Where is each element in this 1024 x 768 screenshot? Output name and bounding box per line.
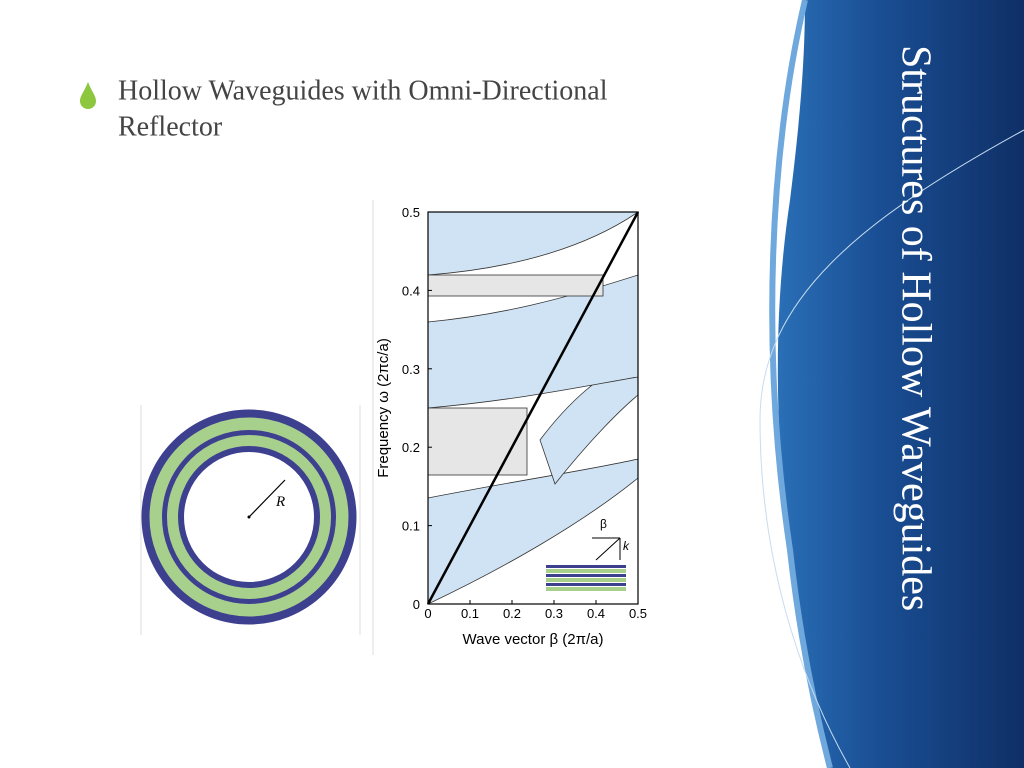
y-tick-label: 0.5 (402, 205, 420, 220)
gap (427, 274, 604, 297)
radius-line (248, 479, 286, 518)
plot-frame (427, 211, 639, 605)
panel-curve (759, 129, 1024, 768)
bullet-text: Reflector (118, 111, 223, 142)
bullet-text: Hollow Waveguides with Omni-Directional (118, 75, 608, 106)
layer (546, 583, 626, 586)
light-line (426, 211, 640, 605)
y-tick-label: 0.4 (402, 283, 420, 298)
x-tick-label: 0.5 (629, 606, 647, 621)
waveguide-cross-section: R (140, 405, 361, 635)
y-tick-label: 0.1 (402, 519, 420, 534)
y-tick-label: 0.2 (402, 440, 420, 455)
band-diagram: β k Wave vector β (2π/a) Frequency ω (2π… (372, 200, 647, 655)
ring (141, 409, 357, 625)
center (247, 515, 251, 519)
layer (546, 574, 626, 577)
layer (546, 569, 626, 573)
y-tick-label: 0 (413, 597, 420, 612)
y-tick-label: 0.3 (402, 362, 420, 377)
layer (546, 578, 626, 582)
x-axis-label: Wave vector β (2π/a) (463, 631, 604, 648)
ring (162, 430, 336, 604)
slide-title: Structures of Hollow Waveguides (892, 45, 938, 611)
layer (546, 565, 626, 568)
radius-label: R (275, 494, 285, 510)
ring (167, 435, 331, 599)
arrow (595, 537, 621, 561)
side-panel (777, 0, 1024, 768)
bullet-icon (80, 82, 96, 109)
inset-label: β (600, 517, 607, 531)
inset: β k (546, 517, 630, 591)
layer (546, 587, 626, 591)
x-tick-label: 0 (424, 606, 431, 621)
gap (427, 407, 528, 476)
x-tick-label: 0.1 (461, 606, 479, 621)
y-axis-label: Frequency ω (2πc/a) (375, 338, 392, 478)
inset-label: k (623, 539, 630, 553)
x-tick-label: 0.3 (545, 606, 563, 621)
x-tick-label: 0.2 (503, 606, 521, 621)
ring (149, 417, 349, 617)
x-tick-label: 0.4 (587, 606, 605, 621)
